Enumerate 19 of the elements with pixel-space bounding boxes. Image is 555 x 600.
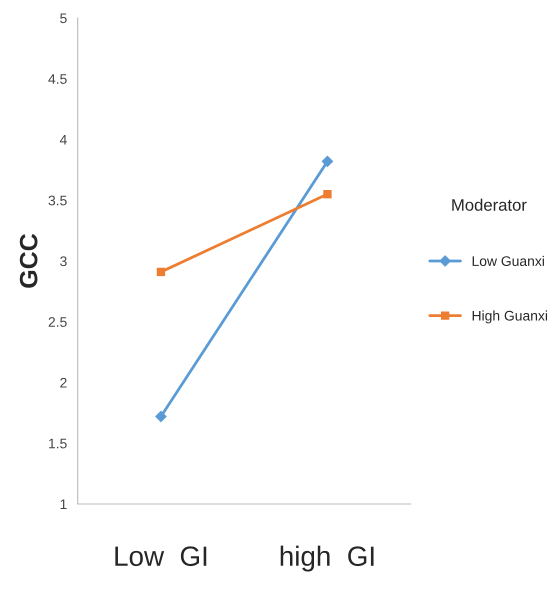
- y-tick-label: 1.5: [49, 438, 67, 448]
- y-tick-label: 2.5: [48, 317, 67, 327]
- y-tick-label: 4.5: [48, 74, 67, 84]
- y-tick-label: 2: [60, 378, 67, 388]
- legend-title: Moderator: [452, 198, 527, 211]
- x-tick-label: high GI: [280, 546, 374, 572]
- y-tick-label: 3: [60, 256, 67, 266]
- point: [323, 190, 332, 198]
- point: [155, 410, 167, 422]
- x-tick-label: Low GI: [115, 546, 206, 566]
- y-tick-label: 1: [60, 499, 67, 510]
- legend-label: Low Guanxi: [472, 256, 544, 266]
- legend-label: High Guanxi: [472, 310, 548, 324]
- y-tick-label: 4: [60, 134, 67, 145]
- point: [322, 156, 334, 167]
- y-tick-label: 5: [60, 13, 67, 24]
- y-axis-title: GCC: [20, 234, 38, 288]
- point: [156, 268, 166, 276]
- y-tick-label: 3.5: [48, 196, 67, 206]
